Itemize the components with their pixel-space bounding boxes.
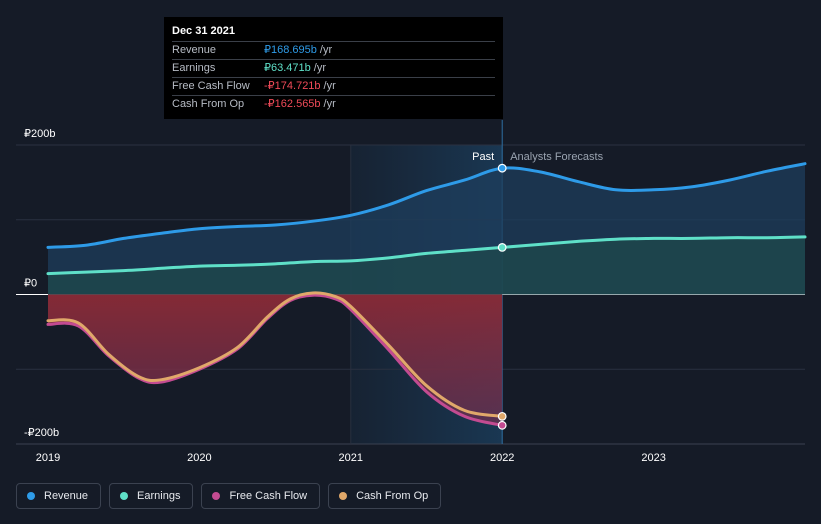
tooltip-label: Free Cash Flow — [172, 80, 250, 92]
earnings-line — [46, 235, 807, 276]
earnings-area — [48, 236, 805, 295]
revenue-dot-icon — [27, 492, 35, 500]
y-tick-label: ₽200b — [24, 128, 55, 140]
tooltip-unit: /yr — [319, 44, 333, 56]
tooltip: Dec 31 2021 Revenue ₽168.695b /yr Earnin… — [164, 17, 503, 119]
tooltip-row-free-cash-flow: Free Cash Flow -₽174.721b /yr — [172, 77, 495, 95]
legend-label: Free Cash Flow — [229, 490, 308, 502]
revenue-marker — [497, 163, 507, 173]
y-tick-label: ₽0 — [24, 278, 37, 290]
legend-item-cash-from-op[interactable]: Cash From Op — [328, 483, 442, 509]
x-tick-label: 2022 — [490, 452, 514, 464]
free-cash-flow-dot-icon — [212, 492, 221, 500]
legend-item-free-cash-flow[interactable]: Free Cash Flow — [201, 483, 321, 509]
tooltip-row-revenue: Revenue ₽168.695b /yr — [172, 41, 495, 59]
legend-item-earnings[interactable]: Earnings — [109, 483, 194, 509]
tooltip-label: Revenue — [172, 44, 217, 56]
tooltip-unit: /yr — [323, 98, 336, 110]
past-label: Past — [472, 151, 494, 163]
tooltip-label: Earnings — [172, 62, 216, 74]
y-tick-label: -₽200b — [24, 427, 59, 439]
tooltip-row-cash-from-op: Cash From Op -₽162.565b /yr — [172, 95, 495, 113]
legend-item-revenue[interactable]: Revenue — [16, 483, 102, 509]
tooltip-unit: /yr — [323, 80, 336, 92]
x-tick-label: 2021 — [339, 452, 363, 464]
forecast-label: Analysts Forecasts — [510, 151, 603, 163]
cash-from-op-marker — [497, 411, 507, 421]
legend-label: Revenue — [44, 490, 89, 502]
tooltip-label: Cash From Op — [172, 98, 245, 110]
x-tick-label: 2019 — [36, 452, 60, 464]
cash-from-op-dot-icon — [339, 492, 348, 500]
revenue-line — [46, 162, 807, 249]
legend-label: Earnings — [137, 490, 181, 502]
earnings-dot-icon — [120, 492, 129, 500]
legend: Revenue Earnings Free Cash Flow Cash Fro… — [16, 483, 442, 509]
cash-from-op-line — [46, 291, 504, 418]
legend-label: Cash From Op — [356, 490, 429, 502]
cash-flow-area — [48, 294, 503, 426]
free-cash-flow-marker — [497, 420, 507, 430]
tooltip-value: ₽63.471b — [264, 62, 311, 74]
tooltip-value: -₽174.721b — [264, 80, 321, 92]
tooltip-row-earnings: Earnings ₽63.471b /yr — [172, 59, 495, 77]
chart-area: ₽200b ₽0 -₽200b 2019 2020 2021 2022 2023 Past Ana… — [16, 120, 807, 464]
x-tick-label: 2023 — [641, 452, 665, 464]
x-tick-label: 2020 — [187, 452, 211, 464]
tooltip-unit: /yr — [313, 62, 326, 74]
tooltip-value: ₽168.695b — [264, 44, 317, 56]
earnings-marker — [497, 243, 507, 252]
tooltip-value: -₽162.565b — [264, 98, 321, 110]
tooltip-date: Dec 31 2021 — [172, 25, 235, 37]
